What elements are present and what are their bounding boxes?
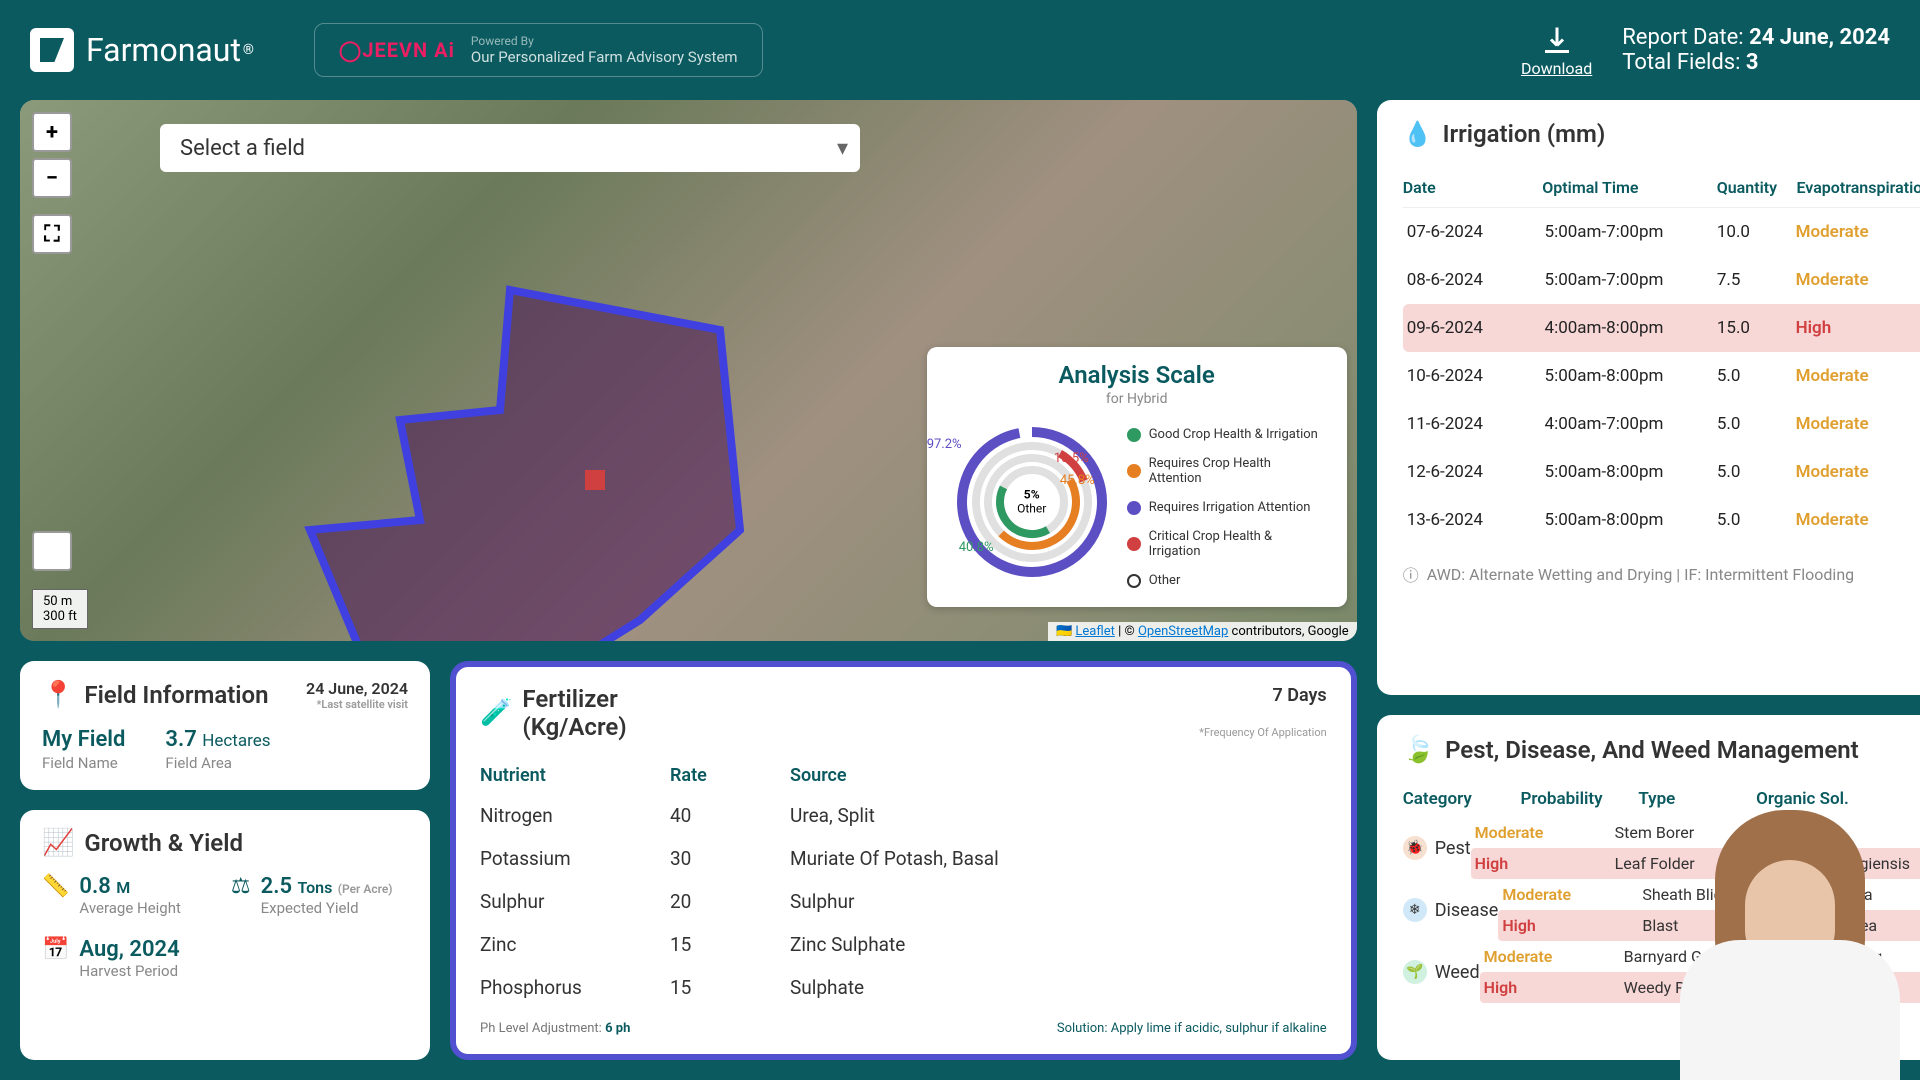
irrigation-row: 08-6-20245:00am-7:00pm7.5ModerateAWD (1403, 256, 1920, 304)
fertilizer-row: Sulphur20Sulphur (480, 880, 1327, 923)
calendar-icon: 📅 (42, 937, 69, 980)
yield-icon: ⚖ (231, 874, 251, 917)
avatar-presenter (1680, 800, 1900, 1080)
map-panel[interactable]: + − ⛶ Select a field 50 m 300 ft 🇺🇦 Leaf… (20, 100, 1357, 641)
field-name: My Field (42, 727, 125, 752)
irrigation-row: 11-6-20244:00am-7:00pm5.0ModerateIF (1403, 400, 1920, 448)
field-info-title: Field Information (84, 681, 268, 709)
fertilizer-card: 🧪 Fertilizer (Kg/Acre) 7 Days *Frequency… (450, 661, 1357, 1060)
map-scale: 50 m 300 ft (32, 589, 88, 629)
info-icon: ⓘ (1403, 562, 1419, 586)
irrigation-row: 10-6-20245:00am-8:00pm5.0ModerateIF (1403, 352, 1920, 400)
measure-button[interactable] (32, 531, 72, 571)
irrigation-title: Irrigation (mm) (1443, 120, 1606, 148)
field-polygon (300, 270, 760, 641)
analysis-donut: 5%Other 97.2% 10.5% 45.8% 40.8% (947, 417, 1117, 587)
irrigation-row: 07-6-20245:00am-7:00pm10.0ModerateAWD (1403, 208, 1920, 256)
brand-icon (30, 28, 74, 72)
irrigation-row: 13-6-20245:00am-8:00pm5.0ModerateIF (1403, 496, 1920, 544)
map-attribution: 🇺🇦 Leaflet | © OpenStreetMap contributor… (1048, 622, 1357, 641)
growth-icon: 📈 (42, 828, 74, 858)
zoom-out-button[interactable]: − (32, 158, 72, 198)
legend-item: Critical Crop Health & Irrigation (1127, 529, 1327, 559)
brand-logo: Farmonaut® (30, 28, 254, 72)
growth-yield-card: 📈 Growth & Yield 📏 0.8 M Average Height (20, 810, 430, 1060)
irrigation-legend: ⓘ AWD: Alternate Wetting and Drying | IF… (1403, 562, 1920, 586)
irrigation-icon: 💧 (1403, 120, 1433, 148)
legend-item: Requires Irrigation Attention (1127, 500, 1327, 515)
analysis-title: Analysis Scale (947, 361, 1327, 389)
flask-icon: 🧪 (480, 698, 512, 728)
legend-item: Requires Crop Health Attention (1127, 456, 1327, 486)
jeevn-logo: ◯JEEVN Ai (339, 38, 455, 62)
download-icon (1539, 23, 1575, 59)
analysis-scale-card: Analysis Scale for Hybrid 5%O (927, 347, 1347, 607)
field-info-card: 📍 Field Information 24 June, 2024 *Last … (20, 661, 430, 790)
legend-item: Other (1127, 573, 1327, 588)
growth-title: Growth & Yield (84, 829, 243, 857)
leaf-icon: 🍃 (1403, 735, 1435, 765)
fertilizer-row: Zinc15Zinc Sulphate (480, 923, 1327, 966)
legend-item: Good Crop Health & Irrigation (1127, 427, 1327, 442)
report-info: Report Date: 24 June, 2024 Total Fields:… (1622, 25, 1890, 75)
analysis-subtitle: for Hybrid (947, 391, 1327, 407)
fertilizer-row: Nitrogen40Urea, Split (480, 794, 1327, 837)
height-icon: 📏 (42, 874, 69, 917)
fertilizer-row: Potassium30Muriate Of Potash, Basal (480, 837, 1327, 880)
jeevn-badge: ◯JEEVN Ai Powered By Our Personalized Fa… (314, 23, 763, 77)
field-select-dropdown[interactable]: Select a field (160, 124, 860, 172)
jeevn-powered-by: Powered By (471, 34, 738, 48)
irrigation-row: 12-6-20245:00am-8:00pm5.0ModerateIF (1403, 448, 1920, 496)
fertilizer-row: Phosphorus15Sulphate (480, 966, 1327, 1009)
pest-title: Pest, Disease, And Weed Management (1445, 736, 1859, 764)
irrigation-card: 💧 Irrigation (mm) Date Optimal Time Quan… (1377, 100, 1920, 695)
fertilizer-title: Fertilizer (Kg/Acre) (522, 685, 701, 741)
irrigation-row: 09-6-20244:00am-8:00pm15.0HighAWD (1403, 304, 1920, 352)
download-button[interactable]: Download (1521, 23, 1592, 78)
zoom-in-button[interactable]: + (32, 112, 72, 152)
brand-name: Farmonaut (86, 31, 241, 69)
location-icon: 📍 (42, 680, 74, 710)
fullscreen-button[interactable]: ⛶ (32, 214, 72, 254)
jeevn-subtitle: Our Personalized Farm Advisory System (471, 48, 738, 66)
